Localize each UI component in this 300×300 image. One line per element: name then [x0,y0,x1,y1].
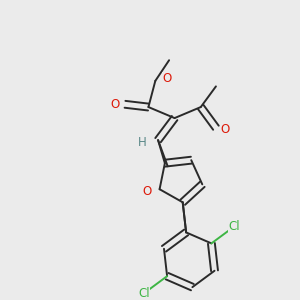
Text: Cl: Cl [228,220,240,233]
Text: O: O [162,72,172,86]
Text: O: O [142,185,152,198]
Text: Cl: Cl [139,286,150,299]
Text: H: H [137,136,146,148]
Text: O: O [111,98,120,111]
Text: O: O [221,123,230,136]
